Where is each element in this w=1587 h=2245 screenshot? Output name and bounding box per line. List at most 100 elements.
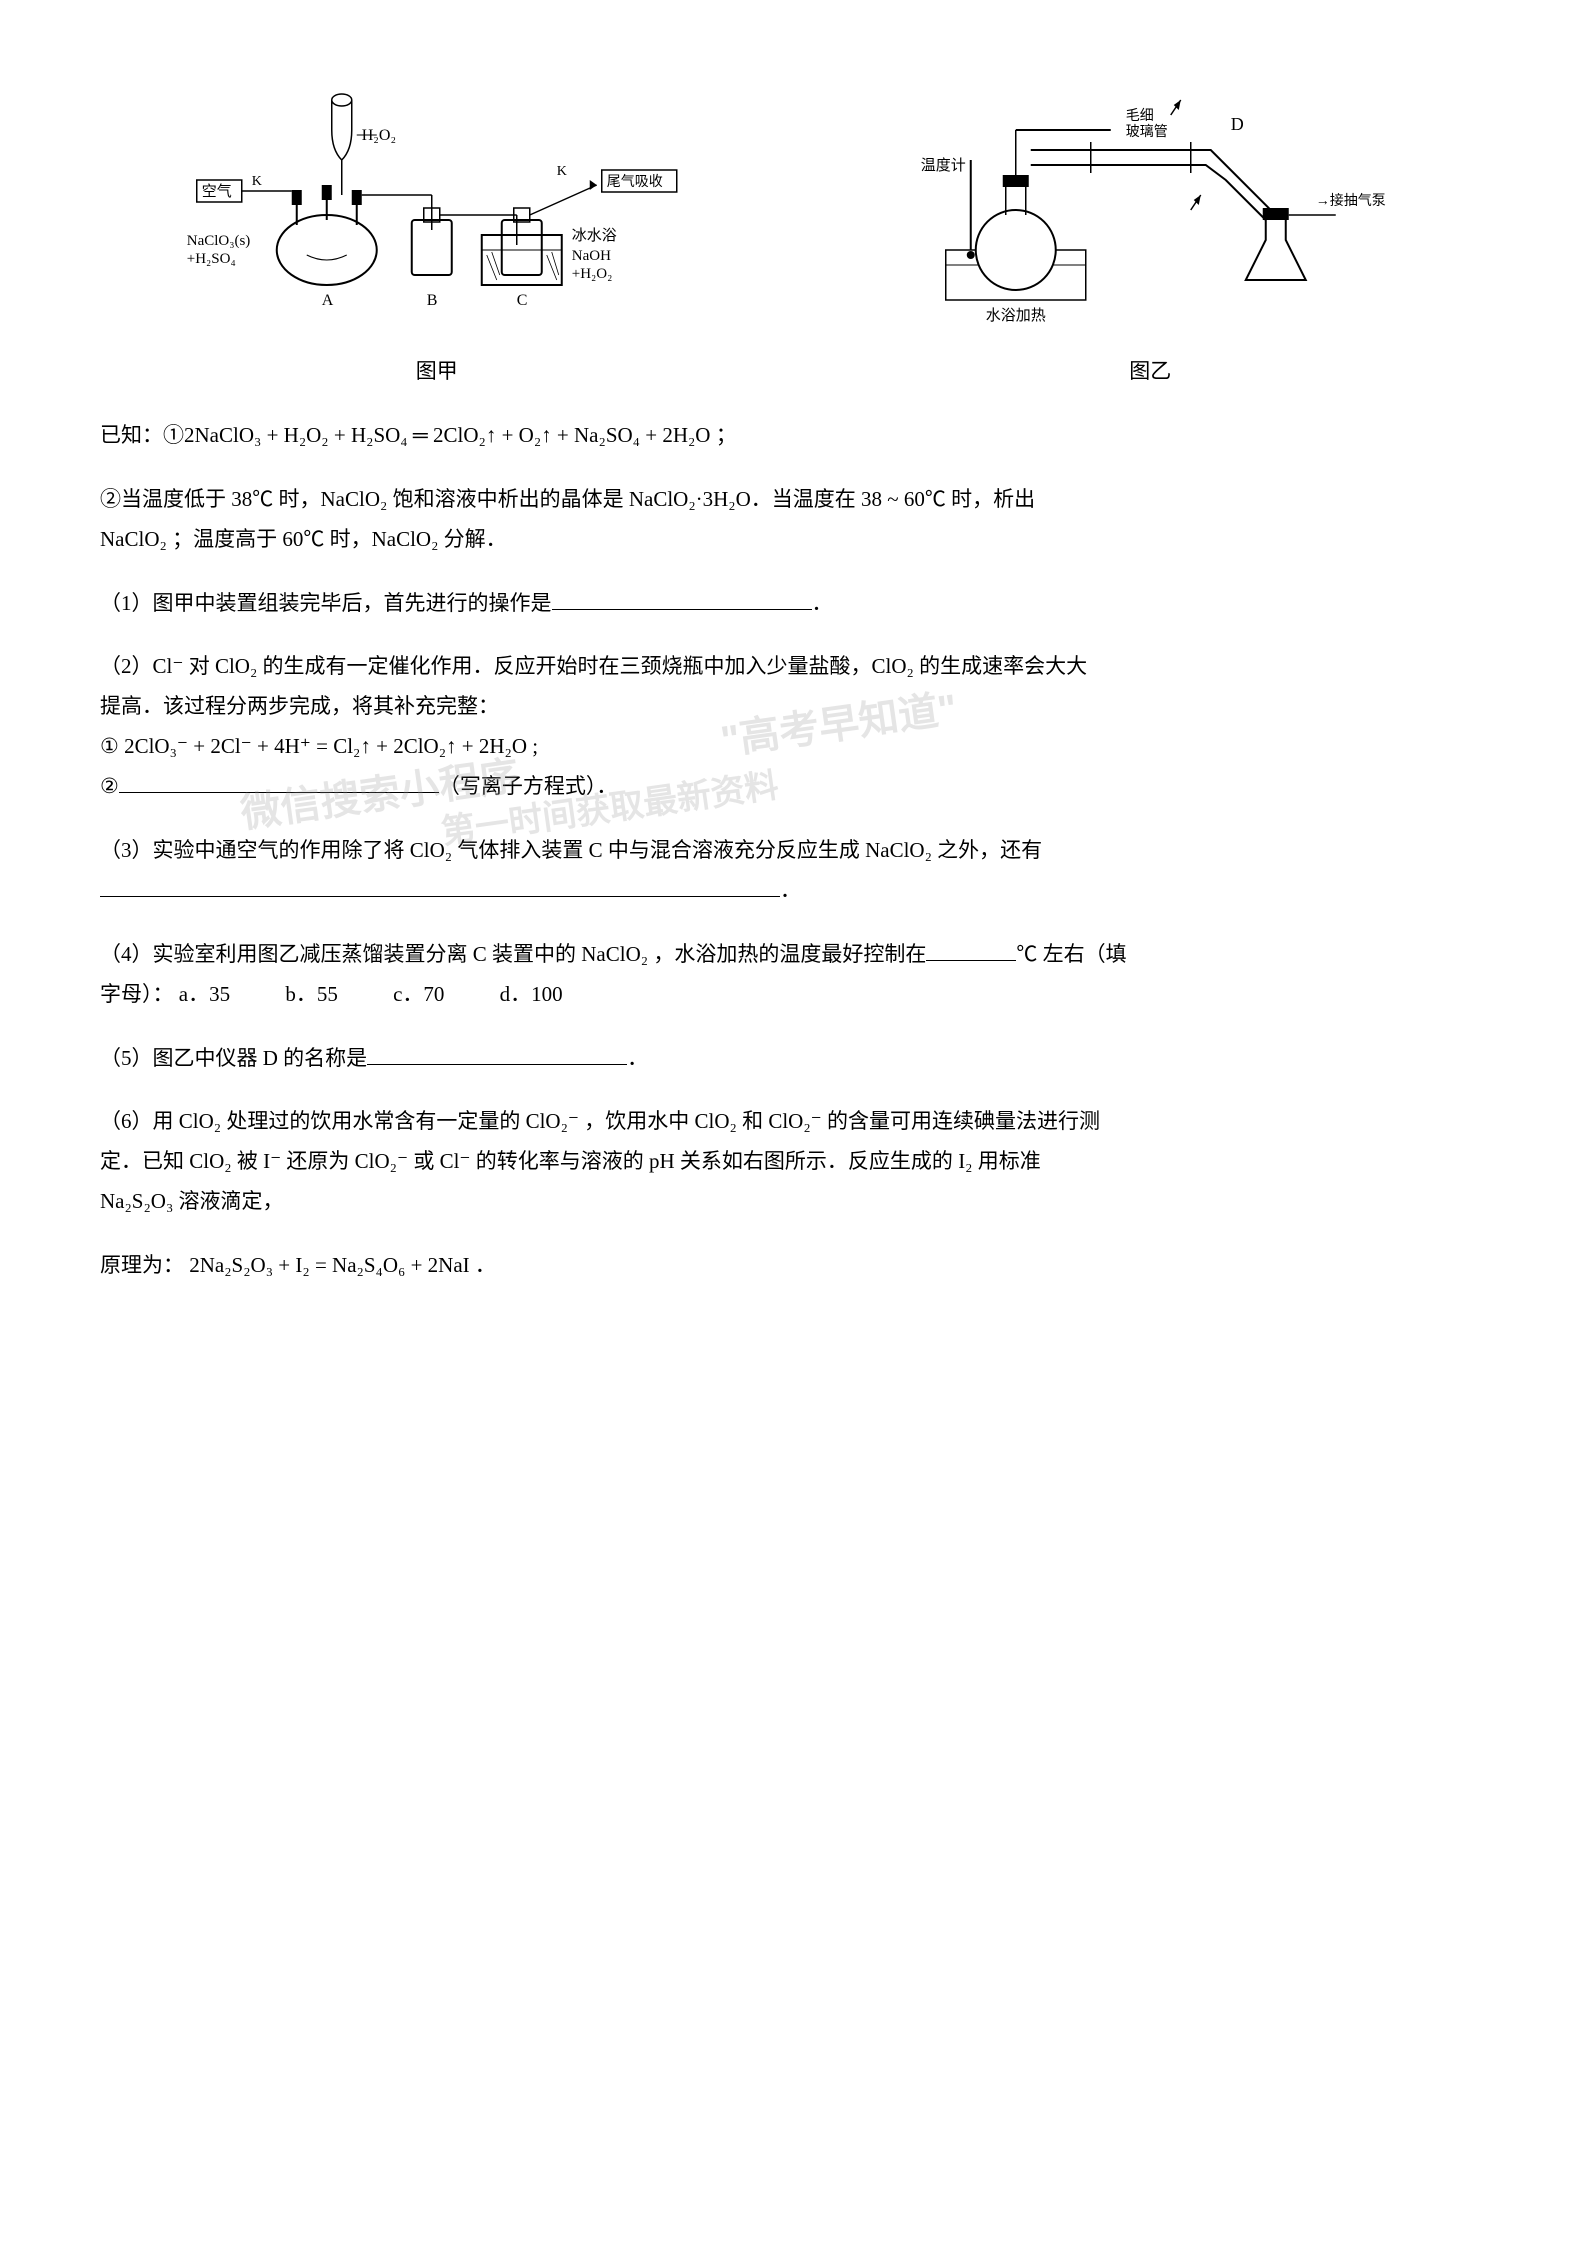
- q2-line2: 提高．该过程分两步完成，将其补充完整：: [100, 694, 499, 718]
- q4-line2: 字母）：: [100, 982, 174, 1006]
- k2-2c: NaClO₂: [372, 527, 439, 551]
- q1-suffix: ．: [812, 591, 833, 615]
- caption-left: 图甲: [416, 352, 458, 392]
- q1-blank: [552, 585, 812, 609]
- q3-e: 之外，还有: [932, 838, 1042, 862]
- caption-right: 图乙: [1129, 352, 1171, 392]
- q4-options: a．35 b．55 c．70 d．100: [179, 982, 613, 1006]
- q2-d: ClO₂: [215, 654, 257, 678]
- label-waterbath: 水浴加热: [985, 307, 1045, 324]
- q6-equation: 原理为： 2Na₂S₂O₃ + I₂ = Na₂S₄O₆ + 2NaI ．: [100, 1246, 1487, 1286]
- label-tail: 尾气吸收: [607, 174, 663, 190]
- q2-eqlabel: ①: [100, 734, 119, 758]
- label-ice: 冰水浴: [572, 227, 617, 244]
- q2-f: ClO₂: [872, 654, 914, 678]
- q6-1d: ClO₂⁻: [526, 1109, 579, 1133]
- k2-a: ②当温度低于 38℃ 时，: [100, 487, 321, 511]
- q4-d: ℃ 左右（填: [1016, 942, 1126, 966]
- q3-d: NaClO₂: [865, 838, 932, 862]
- q2-b: Cl⁻: [153, 654, 184, 678]
- q6-1i: 的含量可用连续碘量法进行测: [822, 1109, 1100, 1133]
- q2-eq: 2ClO₃⁻ + 2Cl⁻ + 4H⁺ = Cl₂↑ + 2ClO₂↑ + 2H…: [119, 734, 538, 758]
- q5-text: （5）图乙中仪器 D 的名称是: [100, 1046, 367, 1070]
- q6-2c: 被: [232, 1149, 264, 1173]
- apparatus-left-svg: H₂O₂ 空气 K NaClO₃(s) +H₂SO₄ A: [100, 80, 774, 340]
- q6-1h: ClO₂⁻: [768, 1109, 821, 1133]
- q6-2d: I⁻: [263, 1149, 281, 1173]
- q4-c: ，水浴加热的温度最好控制在: [648, 942, 926, 966]
- q6-1c: 处理过的饮用水常含有一定量的: [221, 1109, 526, 1133]
- q6-2j: I₂: [958, 1149, 972, 1173]
- question-6: （6）用 ClO₂ 处理过的饮用水常含有一定量的 ClO₂⁻ ，饮用水中 ClO…: [100, 1102, 1487, 1222]
- label-k2: K: [557, 164, 567, 179]
- q5-suffix: ．: [627, 1046, 648, 1070]
- diagram-left: H₂O₂ 空气 K NaClO₃(s) +H₂SO₄ A: [100, 80, 774, 392]
- watermark-2: "高考早知道": [716, 671, 962, 779]
- q2-blanksuffix: （写离子方程式）．: [439, 774, 618, 798]
- q6-1b: ClO₂: [179, 1109, 221, 1133]
- label-cap2: 玻璃管: [1125, 123, 1167, 140]
- q4-opt-a: a．35: [179, 982, 230, 1006]
- label-h2so4: +H₂SO₄: [187, 251, 236, 267]
- label-naoh: NaOH: [572, 248, 611, 264]
- question-2: （2）Cl⁻ 对 ClO₂ 的生成有一定催化作用．反应开始时在三颈烧瓶中加入少量…: [100, 647, 1487, 807]
- q2-e: 的生成有一定催化作用．反应开始时在三颈烧瓶中加入少量盐酸，: [257, 654, 871, 678]
- known-eq1: 已知：①2NaClO₃ + H₂O₂ + H₂SO₄ ═ 2ClO₂↑ + O₂…: [100, 416, 1487, 456]
- k2-b: NaClO₂: [321, 487, 388, 511]
- q3-b: ClO₂: [410, 838, 452, 862]
- label-cap1: 毛细: [1125, 108, 1153, 124]
- q6-2k: 用标准: [973, 1149, 1041, 1173]
- label-a: A: [322, 292, 334, 309]
- q4-opt-b: b．55: [285, 982, 338, 1006]
- known-2: ②当温度低于 38℃ 时，NaClO₂ 饱和溶液中析出的晶体是 NaClO₂·3…: [100, 480, 1487, 560]
- k2-2d: 分解．: [438, 527, 506, 551]
- q6-1a: （6）用: [100, 1109, 179, 1133]
- label-k1: K: [252, 174, 262, 189]
- q3-c: 气体排入装置 C 中与混合溶液充分反应生成: [452, 838, 865, 862]
- question-4: （4）实验室利用图乙减压蒸馏装置分离 C 装置中的 NaClO₂ ，水浴加热的温…: [100, 935, 1487, 1015]
- q6-1f: ClO₂: [695, 1109, 737, 1133]
- k2-c: 饱和溶液中析出的晶体是: [387, 487, 629, 511]
- q3-suffix: ．: [780, 878, 801, 902]
- label-d: D: [1230, 114, 1243, 134]
- label-b: B: [427, 292, 438, 309]
- label-vacuum: →接抽气泵: [1315, 192, 1385, 209]
- q6-2i: 的转化率与溶液的 pH 关系如右图所示．反应生成的: [471, 1149, 959, 1173]
- known-equation1: 2NaClO₃ + H₂O₂ + H₂SO₄ ═ 2ClO₂↑ + O₂↑ + …: [184, 423, 737, 447]
- k2-2b: ；温度高于 60℃ 时，: [167, 527, 372, 551]
- q6-2g: 或: [408, 1149, 440, 1173]
- known-prefix: 已知：①: [100, 423, 184, 447]
- diagram-right: 温度计 水浴加热 毛细 玻璃管 D: [814, 80, 1488, 392]
- q3-a: （3）实验中通空气的作用除了将: [100, 838, 410, 862]
- q6-3b: 溶液滴定，: [173, 1189, 283, 1213]
- question-3: （3）实验中通空气的作用除了将 ClO₂ 气体排入装置 C 中与混合溶液充分反应…: [100, 831, 1487, 911]
- q3-blank: [100, 873, 780, 897]
- q6-2e: 还原为: [281, 1149, 355, 1173]
- q2-c: 对: [183, 654, 215, 678]
- label-h2o2-2: +H₂O₂: [572, 266, 613, 282]
- q2-a: （2）: [100, 654, 153, 678]
- diagram-row: H₂O₂ 空气 K NaClO₃(s) +H₂SO₄ A: [100, 80, 1487, 392]
- q4-opt-c: c．70: [393, 982, 444, 1006]
- q2-blanklabel: ②: [100, 774, 119, 798]
- label-therm: 温度计: [920, 157, 965, 174]
- q2-blank: [119, 769, 439, 793]
- q2-g: 的生成速率会大大: [914, 654, 1087, 678]
- q6eq-eq: 2Na₂S₂O₃ + I₂ = Na₂S₄O₆ + 2NaI ．: [184, 1253, 496, 1277]
- q4-opt-d: d．100: [500, 982, 563, 1006]
- q4-b: NaClO₂: [581, 942, 648, 966]
- q6-2h: Cl⁻: [440, 1149, 471, 1173]
- q6eq-prefix: 原理为：: [100, 1253, 184, 1277]
- label-air: 空气: [202, 183, 232, 200]
- page-content: H₂O₂ 空气 K NaClO₃(s) +H₂SO₄ A: [100, 80, 1487, 1286]
- question-1: （1）图甲中装置组装完毕后，首先进行的操作是 ．: [100, 584, 1487, 624]
- q6-2f: ClO₂⁻: [355, 1149, 408, 1173]
- q4-blank: [926, 937, 1016, 961]
- k2-e: ．当温度在 38 ~ 60℃ 时，析出: [751, 487, 1035, 511]
- label-naclo3: NaClO₃(s): [187, 233, 251, 249]
- q6-1g: 和: [737, 1109, 769, 1133]
- question-5: （5）图乙中仪器 D 的名称是 ．: [100, 1039, 1487, 1079]
- q1-text: （1）图甲中装置组装完毕后，首先进行的操作是: [100, 591, 552, 615]
- q6-2a: 定．已知: [100, 1149, 189, 1173]
- k2-2a: NaClO₂: [100, 527, 167, 551]
